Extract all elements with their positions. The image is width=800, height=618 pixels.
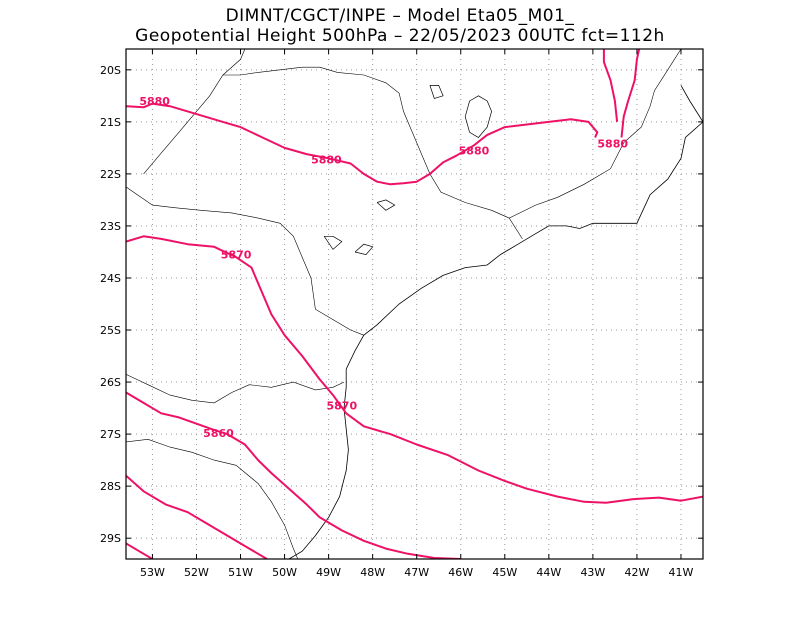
lon-tick-label: 47W [404,566,429,579]
map-title-line-1: DIMNT/CGCT/INPE – Model Eta05_M01_ [225,6,575,26]
lon-tick-label: 42W [624,566,649,579]
contour-line [602,49,619,123]
map-title-line-2: Geopotential Height 500hPa – 22/05/2023 … [135,26,665,46]
contour-label: 5880 [459,144,490,157]
lat-tick-label: 21S [100,116,121,129]
lon-tick-label: 50W [272,566,297,579]
lat-tick-label: 22S [100,168,121,181]
contour-line [126,474,268,559]
coastline [288,85,703,559]
lon-tick-label: 46W [448,566,473,579]
contour-labels: 5880 5880 5880 5880 5870 5870 5860 [139,95,628,440]
reservoir [464,95,492,138]
contour-label: 5870 [221,249,252,262]
contour-label: 5880 [597,138,628,151]
state-border [143,49,246,175]
grid-lines [126,49,703,559]
lon-tick-label: 48W [360,566,385,579]
lat-tick-label: 25S [100,324,121,337]
contour-label: 5870 [327,399,358,412]
lat-tick-label: 20S [100,64,121,77]
lon-tick-label: 53W [140,566,165,579]
contour-line [126,391,461,559]
contour-label: 5860 [203,427,234,440]
map-frame [125,48,704,560]
contour-line [126,235,703,504]
contour-label: 5880 [139,95,170,108]
state-border [126,186,364,336]
state-border [126,374,345,404]
lon-tick-label: 51W [228,566,253,579]
reservoir [429,85,444,99]
lat-tick-label: 29S [100,532,121,545]
lon-tick-label: 52W [184,566,209,579]
lon-tick-label: 41W [669,566,694,579]
lon-tick-label: 44W [536,566,561,579]
lat-tick-label: 26S [100,376,121,389]
lon-tick-label: 49W [316,566,341,579]
reservoir [354,243,374,255]
state-border [126,438,299,559]
geography [126,49,703,559]
lon-tick-label: 43W [580,566,605,579]
reservoir [323,235,343,250]
lat-tick-label: 27S [100,428,121,441]
contour-lines [126,49,703,559]
state-border [222,66,523,240]
state-border [509,49,682,219]
axis-ticks: 53W 52W 51W 50W 49W 48W 47W 46W 45W 44W 43W 42W 41W 2… [100,49,703,579]
lon-tick-label: 45W [492,566,517,579]
lat-tick-label: 28S [100,480,121,493]
contour-line [620,49,641,138]
lat-tick-label: 23S [100,220,121,233]
lat-tick-label: 24S [100,272,121,285]
reservoir [376,199,396,211]
contour-line [126,542,153,559]
contour-line [126,102,599,186]
contour-label: 5880 [311,153,342,166]
